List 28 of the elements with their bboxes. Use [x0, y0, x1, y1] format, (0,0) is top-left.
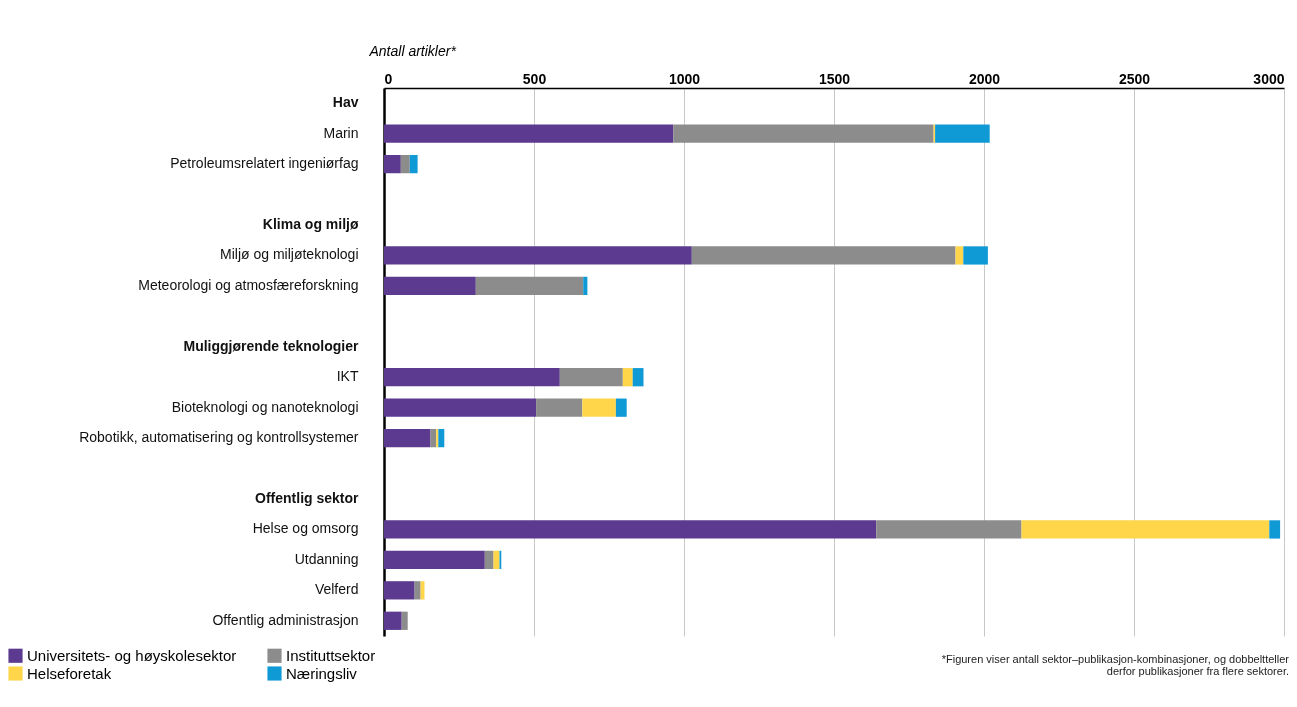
- x-tick-label: 3000: [1253, 70, 1285, 87]
- y-tick-label: Miljø og miljøteknologi: [220, 246, 359, 263]
- y-tick-label: Marin: [323, 124, 359, 141]
- y-tick-label: Utdanning: [294, 550, 359, 567]
- x-tick-label: 1000: [668, 70, 701, 87]
- x-tick-label: 500: [522, 70, 547, 87]
- legend-label: Helseforetak: [27, 664, 112, 682]
- y-tick-label: Muliggjørende teknologier: [183, 337, 360, 354]
- y-tick-label: Offentlig administrasjon: [212, 611, 359, 628]
- y-tick-label: Bioteknologi og nanoteknologi: [171, 398, 359, 415]
- legend-label: Instituttsektor: [286, 646, 376, 664]
- y-tick-label: Velferd: [314, 581, 359, 598]
- y-tick-label: Offentlig sektor: [255, 490, 360, 506]
- y-tick-label: IKT: [336, 368, 359, 385]
- y-tick-label: Robotikk, automatisering og kontrollsystemer: [79, 429, 359, 446]
- x-tick-label: 0: [384, 70, 393, 87]
- x-axis-title: Antall artikler*: [368, 42, 457, 59]
- y-tick-label: Petroleumsrelatert ingeniørfag: [170, 155, 359, 172]
- text: *Figuren viser antall sektor–publikasjon-kombinasjoner, og dobbeltteller derfor publikasjoner fra flere sektorer.: [940, 653, 1289, 677]
- y-tick-label: Hav: [332, 94, 359, 111]
- x-tick-label: 2000: [968, 70, 1001, 87]
- x-tick-label: 2500: [1118, 70, 1151, 87]
- x-tick-label: 1500: [818, 70, 851, 87]
- legend-label: Næringsliv: [286, 664, 358, 682]
- y-tick-label: Meteorologi og atmosfæreforskning: [138, 276, 359, 293]
- y-tick-label: Klima og miljø: [262, 216, 359, 232]
- legend-label: Universitets- og høyskolesektor: [27, 646, 237, 664]
- y-tick-label: Helse og omsorg: [252, 520, 359, 537]
